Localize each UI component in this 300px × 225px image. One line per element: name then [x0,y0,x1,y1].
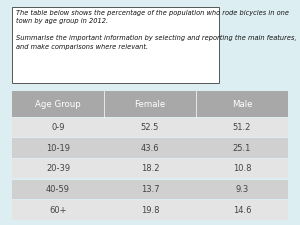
Text: Age Group: Age Group [35,99,81,109]
Text: 25.1: 25.1 [233,144,251,153]
Bar [12,91,288,117]
Text: 40-59: 40-59 [46,185,70,194]
Bar [12,118,288,137]
Bar [12,138,288,158]
Text: 10.8: 10.8 [233,164,251,173]
Text: 18.2: 18.2 [141,164,159,173]
Text: 43.6: 43.6 [141,144,159,153]
Text: 10-19: 10-19 [46,144,70,153]
Text: 0-9: 0-9 [51,123,65,132]
Text: Female: Female [134,99,166,109]
Text: 60+: 60+ [49,206,67,215]
Text: 14.6: 14.6 [233,206,251,215]
Text: Male: Male [232,99,252,109]
Bar [12,180,288,199]
Text: 20-39: 20-39 [46,164,70,173]
Text: 9.3: 9.3 [236,185,249,194]
Bar [12,159,288,178]
Text: 13.7: 13.7 [141,185,159,194]
Text: 51.2: 51.2 [233,123,251,132]
Text: 19.8: 19.8 [141,206,159,215]
Bar [12,7,219,83]
Bar [12,200,288,220]
Text: The table below shows the percentage of the population who rode bicycles in one
: The table below shows the percentage of … [16,9,296,50]
Text: 52.5: 52.5 [141,123,159,132]
